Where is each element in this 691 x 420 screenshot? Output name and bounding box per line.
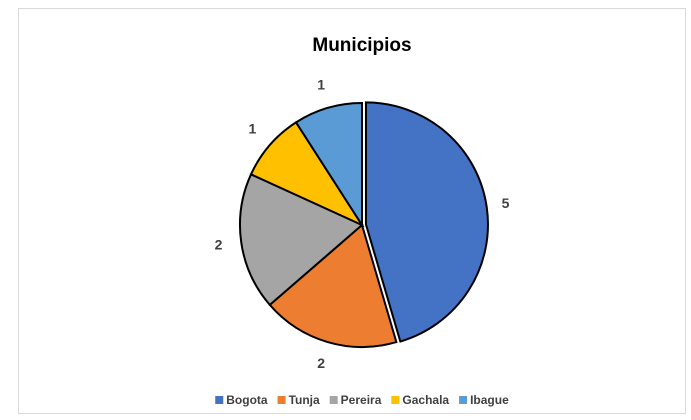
legend-swatch bbox=[215, 396, 224, 404]
pie-slice bbox=[239, 172, 364, 307]
chart-title: Municipios bbox=[312, 35, 411, 56]
data-label: 1 bbox=[249, 121, 257, 137]
data-label: 1 bbox=[317, 77, 325, 93]
legend-swatch bbox=[391, 396, 400, 404]
legend-swatch bbox=[459, 396, 468, 404]
data-label: 2 bbox=[215, 236, 223, 252]
legend-label: Ibague bbox=[470, 393, 509, 407]
data-label: 5 bbox=[502, 195, 510, 211]
legend: Bogota Tunja Pereira Gachala Ibague bbox=[215, 393, 509, 407]
legend-label: Tunja bbox=[289, 393, 320, 407]
legend-swatch bbox=[329, 396, 338, 404]
data-label: 2 bbox=[317, 355, 325, 371]
pie-slice bbox=[294, 101, 363, 229]
legend-swatch bbox=[277, 396, 286, 404]
pie-slice bbox=[364, 101, 489, 343]
legend-label: Pereira bbox=[341, 393, 382, 407]
pie-slice bbox=[268, 223, 398, 348]
legend-label: Bogota bbox=[226, 393, 268, 407]
legend-label: Gachala bbox=[402, 393, 449, 407]
